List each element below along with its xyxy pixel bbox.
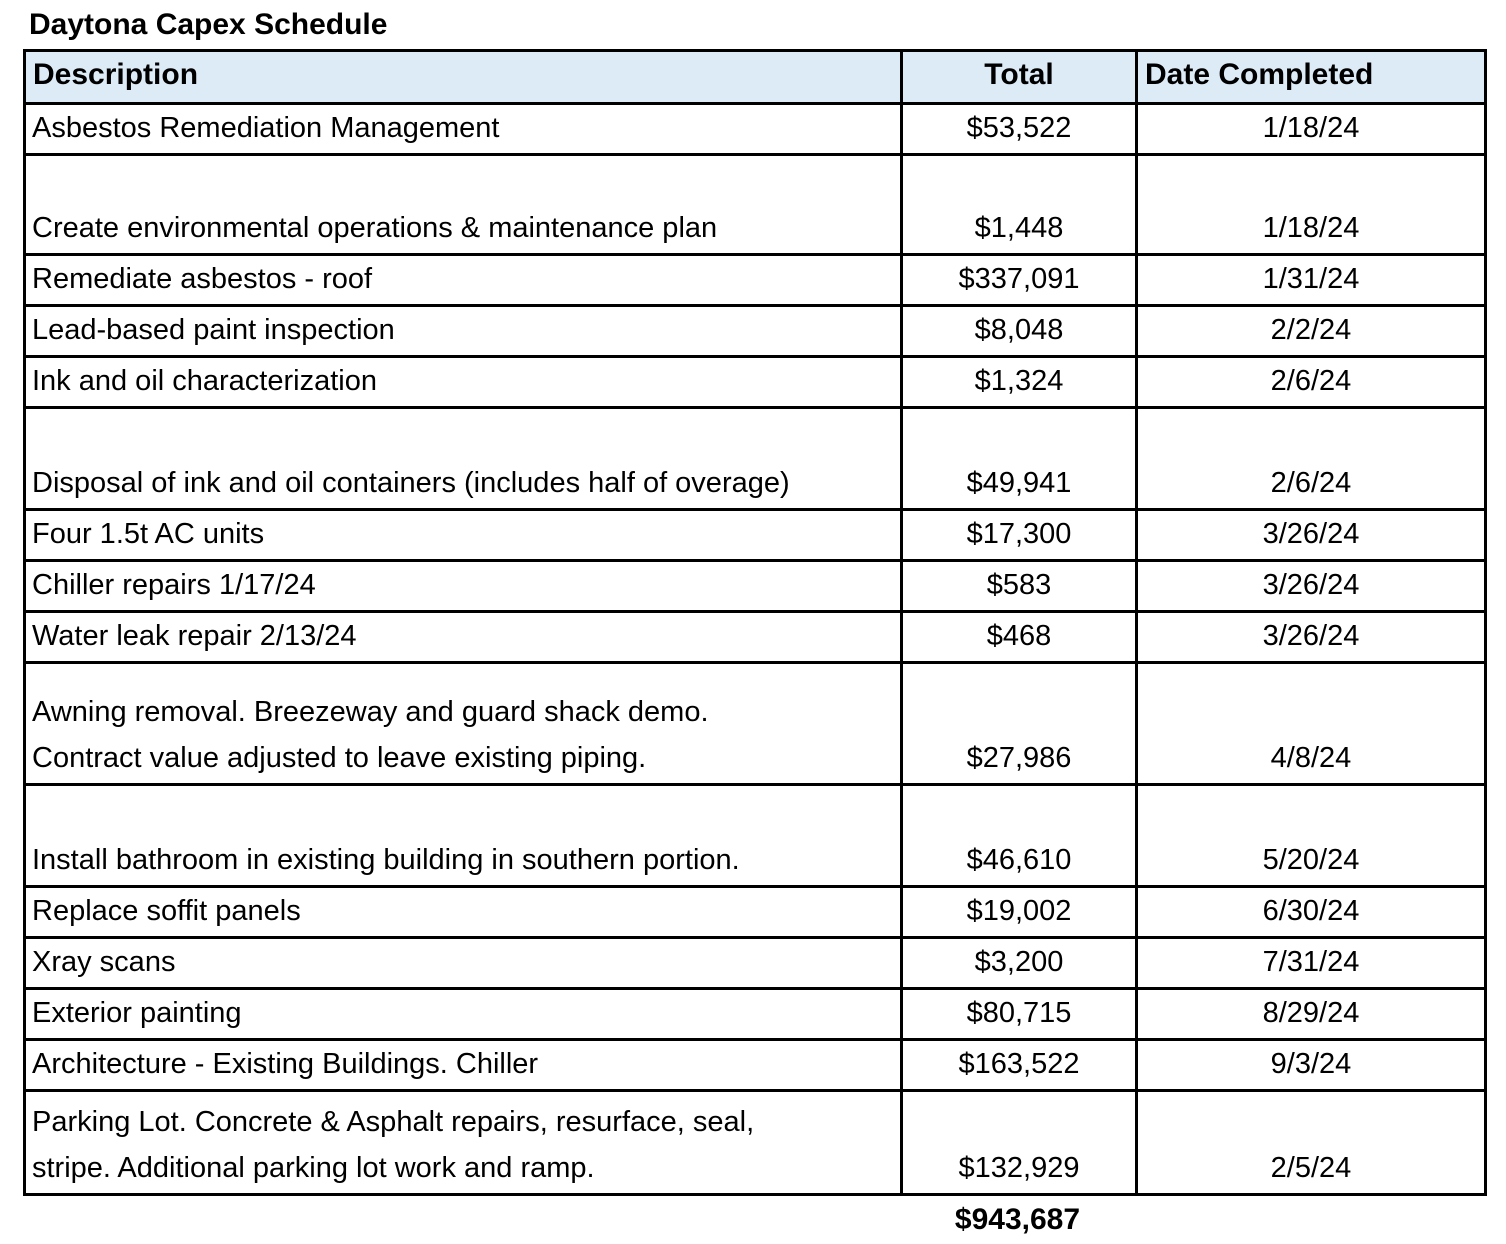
description-cell: Disposal of ink and oil containers (incl… — [23, 406, 903, 511]
date-completed-cell: 1/18/24 — [1135, 153, 1487, 256]
date-completed-cell: 6/30/24 — [1135, 885, 1487, 939]
date-completed-cell: 2/6/24 — [1135, 355, 1487, 409]
date-completed-cell: 7/31/24 — [1135, 936, 1487, 990]
date-completed-cell: 3/26/24 — [1135, 508, 1487, 562]
table-row: Create environmental operations & mainte… — [23, 153, 1487, 256]
total-cell: $8,048 — [900, 304, 1138, 358]
table-row: Awning removal. Breezeway and guard shac… — [23, 661, 1487, 786]
description-cell: Create environmental operations & mainte… — [23, 153, 903, 256]
page-title: Daytona Capex Schedule — [29, 8, 388, 41]
total-cell: $337,091 — [900, 253, 1138, 307]
column-header-date-completed: Date Completed — [1135, 49, 1487, 105]
table-row: Ink and oil characterization $1,324 2/6/24 — [23, 355, 1487, 409]
total-cell: $1,448 — [900, 153, 1138, 256]
total-cell: $132,929 — [900, 1089, 1138, 1196]
description-cell: Replace soffit panels — [23, 885, 903, 939]
description-cell: Asbestos Remediation Management — [23, 102, 903, 156]
total-cell: $1,324 — [900, 355, 1138, 409]
table-row: Asbestos Remediation Management $53,522 1/… — [23, 102, 1487, 156]
capex-table: Description Total Date Completed Asbestos … — [23, 49, 1487, 1196]
description-cell: Parking Lot. Concrete & Asphalt repairs,… — [23, 1089, 903, 1196]
date-completed-cell: 8/29/24 — [1135, 987, 1487, 1041]
date-completed-cell: 1/31/24 — [1135, 253, 1487, 307]
description-cell: Install bathroom in existing building in… — [23, 783, 903, 888]
table-row: Replace soffit panels $19,002 6/30/24 — [23, 885, 1487, 939]
description-cell: Water leak repair 2/13/24 — [23, 610, 903, 664]
date-completed-cell: 5/20/24 — [1135, 783, 1487, 888]
description-cell: Ink and oil characterization — [23, 355, 903, 409]
table-row: Parking Lot. Concrete & Asphalt repairs,… — [23, 1089, 1487, 1196]
column-header-description: Description — [23, 49, 903, 105]
total-cell: $583 — [900, 559, 1138, 613]
date-completed-cell: 2/6/24 — [1135, 406, 1487, 511]
date-completed-cell: 9/3/24 — [1135, 1038, 1487, 1092]
total-cell: $27,986 — [900, 661, 1138, 786]
description-cell: Lead-based paint inspection — [23, 304, 903, 358]
column-header-total: Total — [900, 49, 1138, 105]
total-cell: $53,522 — [900, 102, 1138, 156]
total-cell: $49,941 — [900, 406, 1138, 511]
table-row: Disposal of ink and oil containers (incl… — [23, 406, 1487, 511]
description-cell: Remediate asbestos - roof — [23, 253, 903, 307]
description-cell: Exterior painting — [23, 987, 903, 1041]
table-row: Xray scans $3,200 7/31/24 — [23, 936, 1487, 990]
total-cell: $163,522 — [900, 1038, 1138, 1092]
table-row: Lead-based paint inspection $8,048 2/2/24 — [23, 304, 1487, 358]
description-cell: Architecture - Existing Buildings. Chill… — [23, 1038, 903, 1092]
total-cell: $468 — [900, 610, 1138, 664]
table-row: Exterior painting $80,715 8/29/24 — [23, 987, 1487, 1041]
total-cell: $3,200 — [900, 936, 1138, 990]
table-row: Architecture - Existing Buildings. Chill… — [23, 1038, 1487, 1092]
table-row: Water leak repair 2/13/24 $468 3/26/24 — [23, 610, 1487, 664]
table-header-row: Description Total Date Completed — [23, 49, 1487, 105]
description-cell: Four 1.5t AC units — [23, 508, 903, 562]
description-cell: Chiller repairs 1/17/24 — [23, 559, 903, 613]
grand-total-value: $943,687 — [954, 1203, 1081, 1236]
table-row: Remediate asbestos - roof $337,091 1/31/24 — [23, 253, 1487, 307]
table-row: Four 1.5t AC units $17,300 3/26/24 — [23, 508, 1487, 562]
table-row: Install bathroom in existing building in… — [23, 783, 1487, 888]
total-cell: $80,715 — [900, 987, 1138, 1041]
table-row: Chiller repairs 1/17/24 $583 3/26/24 — [23, 559, 1487, 613]
date-completed-cell: 4/8/24 — [1135, 661, 1487, 786]
total-cell: $46,610 — [900, 783, 1138, 888]
date-completed-cell: 3/26/24 — [1135, 559, 1487, 613]
total-cell: $17,300 — [900, 508, 1138, 562]
date-completed-cell: 2/5/24 — [1135, 1089, 1487, 1196]
date-completed-cell: 1/18/24 — [1135, 102, 1487, 156]
description-cell: Xray scans — [23, 936, 903, 990]
date-completed-cell: 3/26/24 — [1135, 610, 1487, 664]
date-completed-cell: 2/2/24 — [1135, 304, 1487, 358]
total-cell: $19,002 — [900, 885, 1138, 939]
description-cell: Awning removal. Breezeway and guard shac… — [23, 661, 903, 786]
